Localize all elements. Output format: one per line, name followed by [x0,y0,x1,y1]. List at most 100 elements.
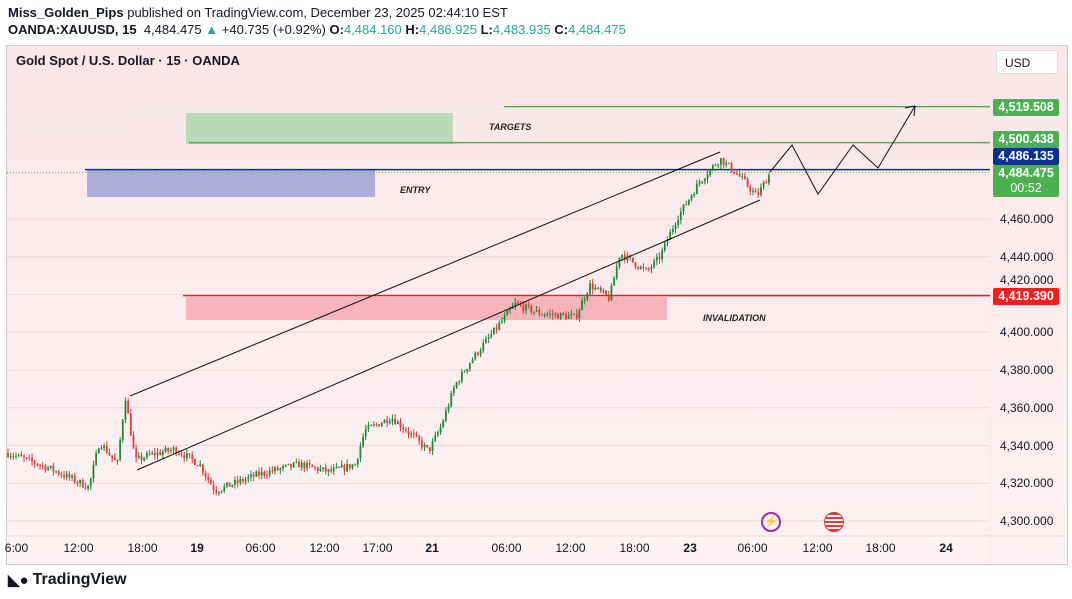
candle-body [79,480,81,483]
x-tick-label: 24 [939,541,953,555]
candle-body [143,457,146,461]
candle-body [474,352,477,360]
candle-body [105,445,108,453]
candle-body [335,466,338,468]
candle-body [695,183,698,194]
up-arrow-icon: ▲ [205,22,219,37]
high-value: 4,486.925 [419,22,477,37]
candle-body [711,165,714,170]
candle-body [351,464,354,469]
candle-body [581,300,583,311]
candle-body [642,266,645,269]
candle-body [394,418,397,425]
candle-body [234,480,236,485]
candle-body [687,199,690,205]
author[interactable]: Miss_Golden_Pips [8,5,124,20]
candle-body [495,327,498,330]
x-tick-label: 19 [190,541,204,555]
candle-body [137,455,140,458]
candle-body [282,465,284,469]
close-label: C: [554,22,569,37]
projection-path [769,105,916,195]
candle-body [522,305,525,311]
candle-body [591,283,594,290]
candle-body [538,309,541,315]
us-flag-event-icon[interactable] [824,512,844,532]
candle-body [533,311,535,313]
y-tick-label: 4,460.000 [1000,212,1054,226]
y-tick-label: 4,340.000 [1000,438,1054,453]
candle-body [404,429,407,432]
target-2-price-label: 4,519.508 [993,99,1059,116]
y-tick-label: 4,400.000 [1000,325,1054,340]
targets-label: TARGETS [489,122,532,132]
candle-body [260,471,263,476]
candle-body [367,425,370,430]
candle-body [602,290,605,292]
candle-body [276,467,279,471]
candle-body [428,447,431,452]
candle-body [255,471,258,477]
candle-body [506,310,509,316]
x-tick-label: 06:00 [737,541,768,555]
candle-body [199,464,202,467]
candle-body [169,450,172,452]
candle-body [714,165,717,167]
candle-body [311,464,314,467]
candle-body [356,458,359,465]
candle-body [471,359,474,364]
candle-body [204,472,207,477]
candle-body [597,287,599,289]
candle-body [386,419,389,424]
candle-body [73,475,76,483]
candle-body [653,260,656,267]
tradingview-logo[interactable]: ◣● TradingView [8,571,127,589]
candle-body [567,315,570,319]
candle-body [346,463,348,471]
candle-body [674,224,677,229]
lightning-event-icon[interactable]: ⚡ [761,512,781,532]
candle-body [95,453,98,465]
x-tick-label: 23 [683,541,697,555]
candle-body [172,447,175,451]
currency-button[interactable]: USD [996,50,1058,74]
chart-title: Gold Spot / U.S. Dollar · 15 · OANDA [16,53,240,68]
candle-body [623,254,626,260]
candle-body [765,182,768,184]
candle-body [354,464,356,466]
candle-body [666,240,669,243]
candle-body [81,480,84,488]
candle-body [212,484,215,491]
candle-body [223,486,226,491]
candle-body [372,424,375,426]
y-tick-label: 4,360.000 [1000,400,1054,415]
candle-body [503,315,506,321]
candle-body [180,453,183,456]
candle-body [685,204,688,206]
candle-body [12,456,15,458]
candle-body [287,463,290,465]
candle-body [391,418,394,422]
candle-body [161,452,164,455]
candle-body [452,387,455,394]
candle-body [87,485,89,489]
candle-body [36,463,39,466]
candle-body [671,228,674,233]
y-tick-label: 4,440.000 [1000,249,1054,264]
candle-body [263,471,266,476]
candle-body [191,454,194,460]
candle-body [330,469,332,472]
candle-body [754,190,757,193]
candle-body [573,313,575,315]
candle-body [271,470,274,472]
candle-body [639,266,642,269]
candle-body [543,314,546,316]
candle-body [477,352,479,355]
x-tick-label: 18:00 [865,541,896,555]
candle-body [562,312,565,315]
candle-body [228,482,231,487]
candle-body [514,302,517,306]
candle-body [410,433,413,435]
candle-body [319,468,322,471]
candle-body [383,419,386,424]
